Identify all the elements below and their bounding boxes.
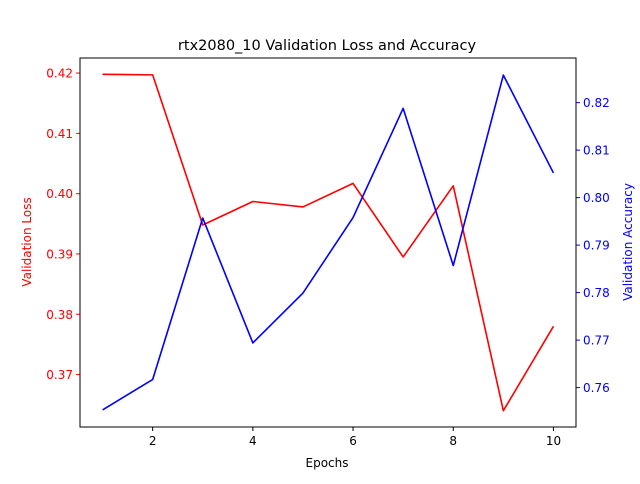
right-y-tick-label: 0.79 bbox=[583, 239, 610, 253]
left-y-tick-label: 0.41 bbox=[46, 127, 73, 141]
right-y-tick-label: 0.81 bbox=[583, 144, 610, 158]
plot-frame bbox=[79, 57, 577, 428]
left-y-tick-label: 0.38 bbox=[46, 308, 73, 322]
left-axis-label: Validation Loss bbox=[20, 197, 34, 286]
x-tick-label: 2 bbox=[149, 434, 157, 448]
left-y-tick-label: 0.42 bbox=[46, 67, 73, 81]
x-tick-label: 6 bbox=[349, 434, 357, 448]
right-y-tick-label: 0.80 bbox=[583, 191, 610, 205]
validation-accuracy-line bbox=[102, 74, 555, 411]
x-tick-label: 4 bbox=[249, 434, 257, 448]
right-y-tick-label: 0.82 bbox=[583, 96, 610, 110]
right-y-tick-label: 0.77 bbox=[583, 334, 610, 348]
left-y-tick-label: 0.40 bbox=[46, 187, 73, 201]
series-layer bbox=[102, 73, 555, 412]
left-y-tick-label: 0.39 bbox=[46, 247, 73, 261]
right-y-tick-label: 0.78 bbox=[583, 286, 610, 300]
x-tick-label: 10 bbox=[546, 434, 561, 448]
x-axis-label: Epochs bbox=[306, 456, 349, 470]
left-y-tick-label: 0.37 bbox=[46, 368, 73, 382]
x-tick-label: 8 bbox=[449, 434, 457, 448]
right-axis-label: Validation Accuracy bbox=[621, 183, 635, 301]
ticks-layer: 2 4 6 8 10 0.37 0.38 0.39 0.40 0.41 0.42 0.76 0.77 0.… bbox=[46, 67, 609, 448]
right-y-tick-label: 0.76 bbox=[583, 381, 610, 395]
chart-title: rtx2080_10 Validation Loss and Accuracy bbox=[178, 38, 477, 54]
validation-loss-line bbox=[102, 73, 555, 412]
